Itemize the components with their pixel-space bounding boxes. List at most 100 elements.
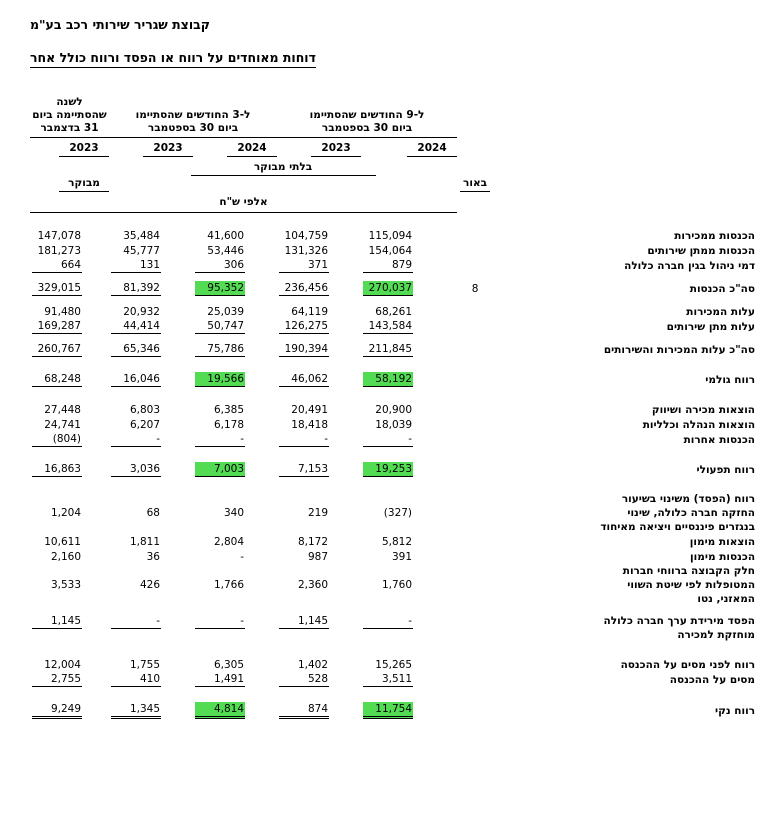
value-cell-3m_2024: 1,766 [193, 564, 277, 606]
cell-value: 3,036 [111, 462, 161, 477]
title-block: קבוצת שגריר שירותי רכב בע"מ דוחות מאוחדי… [30, 14, 316, 68]
value-cell-9m_2024: 154,064 [361, 243, 457, 258]
note-cell [457, 534, 493, 549]
value-cell-fy_2023: 1,204 [30, 492, 109, 534]
cell-value: 340 [223, 507, 245, 519]
value-cell-fy_2023: 329,015 [30, 281, 109, 296]
value-cell-9m_2024: 20,900 [361, 402, 457, 417]
cell-value: 19,566 [195, 372, 246, 387]
row-label: הכנסות ממכירות [674, 229, 756, 242]
cell-value: 24,741 [44, 418, 81, 431]
table-row: רווח (הפסד) משינוי בשיעור החזקה חברה כלו… [30, 492, 755, 534]
cell-value: 169,287 [32, 319, 82, 334]
cell-value: 426 [139, 579, 160, 591]
header-period-9m: ל-9 החודשים שהסתיימו ביום 30 בספטמבר [277, 96, 458, 138]
value-cell-fy_2023: 91,480 [30, 304, 109, 319]
value-cell-9m_2023: 7,153 [277, 462, 361, 477]
year-3m-2023: 2023 [143, 141, 194, 157]
note-cell [457, 342, 493, 357]
value-cell-fy_2023: 10,611 [30, 534, 109, 549]
cell-value: 181,273 [37, 244, 81, 257]
table-row: רווח נקי 11,754 874 4,814 1,345 9,249 [30, 702, 755, 719]
value-cell-9m_2023: 219 [277, 492, 361, 534]
row-label: עלות מתן שירותים [666, 320, 756, 333]
table-row: הוצאות מימון 5,812 8,172 2,804 1,811 10,611 [30, 534, 755, 549]
cell-value: 6,207 [129, 418, 160, 431]
cell-value: - [195, 614, 246, 629]
value-cell-3m_2024: 41,600 [193, 228, 277, 243]
cell-value: 131 [111, 258, 161, 273]
income-statement-table: ל-9 החודשים שהסתיימו ביום 30 בספטמבר ל-3… [30, 96, 755, 719]
value-cell-3m_2023: 81,392 [109, 281, 193, 296]
value-cell-9m_2024: 68,261 [361, 304, 457, 319]
value-cell-9m_2024: 3,511 [361, 672, 457, 687]
cell-value: 987 [307, 550, 329, 563]
cell-value: 1,402 [297, 658, 329, 671]
cell-value: 3,511 [363, 672, 414, 687]
cell-value: 16,046 [111, 372, 161, 387]
table-row: רווח תפעולי 19,253 7,153 7,003 3,036 16,863 [30, 462, 755, 477]
value-cell-9m_2023: 371 [277, 258, 361, 273]
note-cell [457, 372, 493, 387]
note-cell [457, 417, 493, 432]
cell-value: - [111, 432, 161, 447]
cell-value: 20,900 [375, 403, 413, 416]
cell-value: (804) [32, 432, 82, 447]
value-cell-fy_2023: 181,273 [30, 243, 109, 258]
value-cell-3m_2023: 44,414 [109, 319, 193, 334]
value-cell-fy_2023: 2,755 [30, 672, 109, 687]
note-cell: 8 [457, 281, 493, 296]
cell-value: 1,345 [111, 702, 161, 719]
value-cell-3m_2023: 45,777 [109, 243, 193, 258]
cell-value: 20,932 [123, 305, 160, 318]
cell-value: 7,153 [279, 462, 330, 477]
value-cell-3m_2023: 65,346 [109, 342, 193, 357]
value-cell-9m_2024: - [361, 614, 457, 642]
table-row: הוצאות הנהלה וכלליות 18,039 18,418 6,178 6,2… [30, 417, 755, 432]
cell-value: (327) [383, 507, 413, 519]
note-cell [457, 432, 493, 447]
cell-value: 68 [146, 507, 160, 519]
value-cell-fy_2023: 9,249 [30, 702, 109, 719]
note-cell [457, 702, 493, 719]
value-cell-9m_2023: 20,491 [277, 402, 361, 417]
cell-value: - [195, 432, 246, 447]
cell-value: 91,480 [44, 305, 81, 318]
value-cell-9m_2024: 15,265 [361, 657, 457, 672]
value-cell-3m_2024: 4,814 [193, 702, 277, 719]
row-label: עלות המכירות [686, 305, 756, 318]
value-cell-3m_2023: 16,046 [109, 372, 193, 387]
spacer-row [30, 357, 755, 372]
cell-value: 81,392 [111, 281, 161, 296]
cell-value: 219 [307, 507, 329, 519]
cell-value: 126,275 [279, 319, 330, 334]
value-cell-9m_2023: 987 [277, 549, 361, 564]
spacer-row [30, 273, 755, 281]
row-label: דמי ניהול בגין חברה כלולה [624, 259, 756, 272]
cell-value: 15,265 [375, 658, 413, 671]
cell-value: - [279, 432, 330, 447]
cell-value: 16,863 [32, 462, 82, 477]
cell-value: - [363, 614, 414, 629]
value-cell-fy_2023: 260,767 [30, 342, 109, 357]
table-row: עלות מתן שירותים 143,584 126,275 50,747 44,4… [30, 319, 755, 334]
cell-value: 11,754 [363, 702, 414, 719]
cell-value: 18,418 [291, 418, 329, 431]
cell-value: 5,812 [381, 535, 413, 548]
cell-value: 2,804 [213, 535, 245, 548]
value-cell-3m_2024: - [193, 549, 277, 564]
value-cell-9m_2023: 190,394 [277, 342, 361, 357]
value-cell-9m_2024: 58,192 [361, 372, 457, 387]
value-cell-9m_2023: 528 [277, 672, 361, 687]
value-cell-3m_2024: 75,786 [193, 342, 277, 357]
table-row: הכנסות מימון 391 987 - 36 2,160 [30, 549, 755, 564]
row-label: הכנסות אחרות [683, 433, 756, 446]
value-cell-3m_2023: - [109, 432, 193, 447]
value-cell-3m_2024: 2,804 [193, 534, 277, 549]
header-audited-row: באור מבוקר [30, 176, 755, 192]
value-cell-fy_2023: 24,741 [30, 417, 109, 432]
value-cell-fy_2023: (804) [30, 432, 109, 447]
cell-value: 20,491 [291, 403, 329, 416]
row-label: סה"כ עלות המכירות והשירותים [603, 343, 756, 356]
value-cell-3m_2023: 68 [109, 492, 193, 534]
